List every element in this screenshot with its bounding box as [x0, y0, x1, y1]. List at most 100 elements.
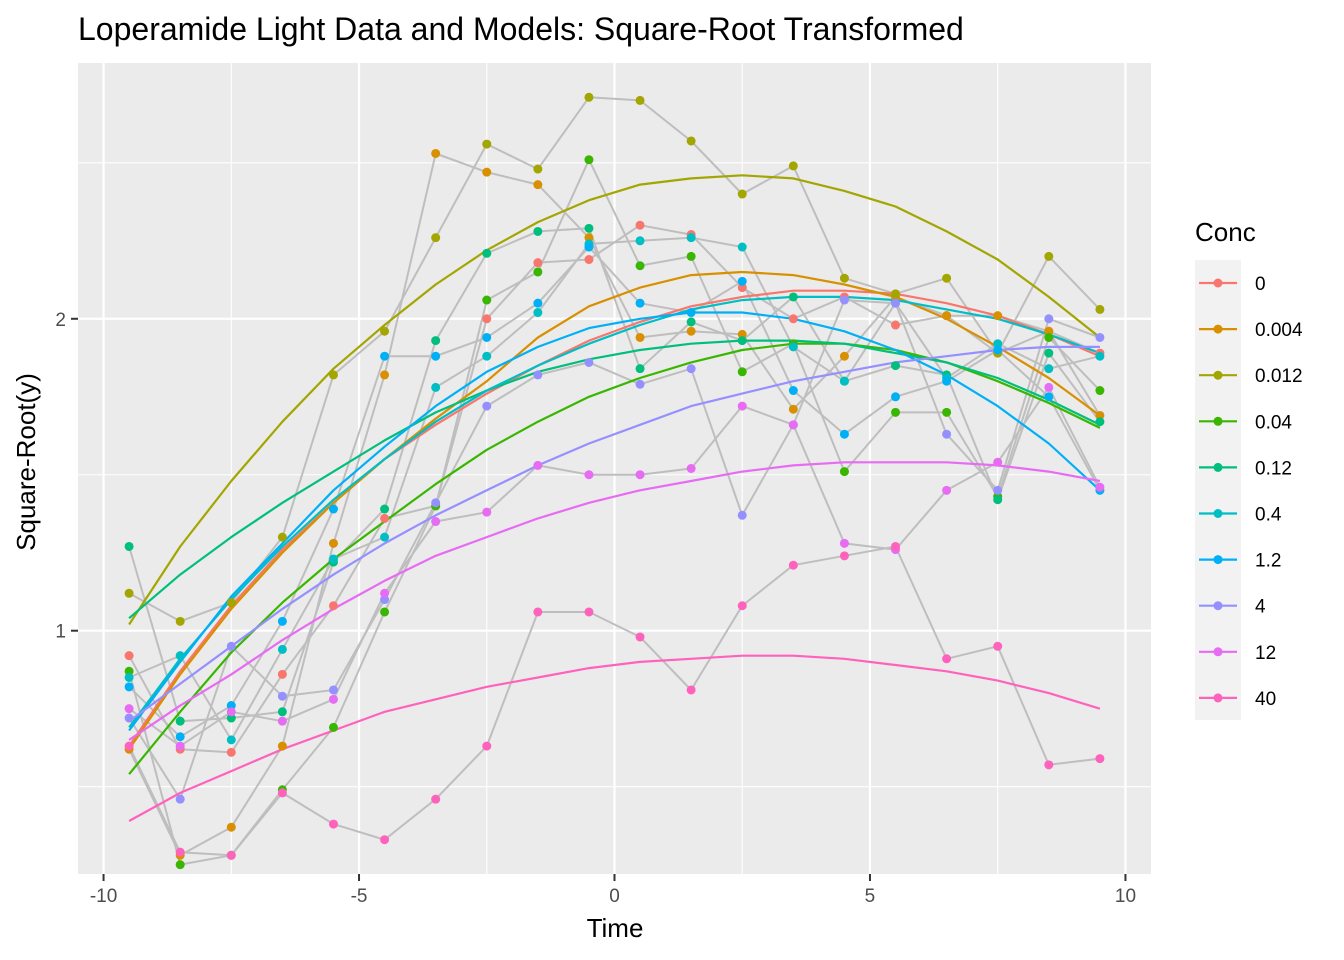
data-point-12	[788, 420, 798, 430]
data-point-0.12	[124, 541, 134, 551]
data-point-40	[124, 741, 134, 751]
data-point-0.004	[431, 148, 441, 158]
data-point-0.04	[584, 155, 594, 165]
raw-line-0.004	[128, 152, 1101, 857]
data-point-12	[1044, 382, 1054, 392]
data-point-0.04	[737, 367, 747, 377]
data-point-0	[635, 220, 645, 230]
data-point-0.012	[328, 370, 338, 380]
data-point-0.12	[788, 292, 798, 302]
data-point-0.4	[1044, 364, 1054, 374]
data-point-0.012	[175, 616, 185, 626]
legend-label-0.012: 0.012	[1255, 366, 1303, 387]
x-tick-label: -5	[351, 886, 368, 907]
data-point-0	[482, 314, 492, 324]
data-point-40	[1095, 754, 1105, 764]
model-line-0	[128, 289, 1101, 747]
data-point-0.4	[175, 651, 185, 661]
data-point-0	[380, 513, 390, 523]
model-line-0.12	[128, 339, 1101, 620]
data-point-12	[942, 485, 952, 495]
data-point-12	[175, 741, 185, 751]
data-point-0.4	[226, 735, 236, 745]
data-point-0.12	[686, 317, 696, 327]
data-point-0.004	[226, 822, 236, 832]
data-point-0	[737, 283, 747, 293]
data-point-0.012	[431, 233, 441, 243]
data-point-0.4	[686, 233, 696, 243]
data-point-0.4	[635, 236, 645, 246]
data-point-0.04	[1095, 386, 1105, 396]
legend-label-40: 40	[1255, 689, 1276, 710]
data-point-1.2	[277, 616, 287, 626]
data-point-40	[993, 641, 1003, 651]
data-point-0.004	[788, 404, 798, 414]
data-point-40	[942, 654, 952, 664]
data-point-0.04	[124, 666, 134, 676]
data-point-4	[380, 595, 390, 605]
x-tick-label: 0	[609, 886, 620, 907]
data-point-12	[380, 588, 390, 598]
data-point-0.04	[328, 722, 338, 732]
data-point-1.2	[482, 332, 492, 342]
legend-key-point-0.12	[1213, 462, 1223, 472]
data-point-0.004	[1044, 326, 1054, 336]
data-point-1.2	[635, 298, 645, 308]
data-point-12	[839, 538, 849, 548]
data-point-40	[533, 607, 543, 617]
raw-line-0.012	[128, 96, 1101, 623]
data-point-0.012	[891, 289, 901, 299]
data-point-0.4	[993, 339, 1003, 349]
data-point-0.4	[482, 351, 492, 361]
data-point-1.2	[380, 351, 390, 361]
data-point-0.012	[1044, 251, 1054, 261]
data-point-0.004	[277, 741, 287, 751]
model-line-4	[128, 345, 1100, 723]
data-point-1.2	[686, 308, 696, 318]
data-point-0.004	[737, 329, 747, 339]
data-point-0.12	[993, 495, 1003, 505]
model-curves	[128, 174, 1101, 822]
legend-label-0.12: 0.12	[1255, 458, 1292, 479]
legend-key-point-12	[1213, 647, 1223, 657]
data-point-0.04	[635, 261, 645, 271]
data-point-0.4	[380, 532, 390, 542]
data-point-0.04	[1044, 332, 1054, 342]
data-point-0	[788, 314, 798, 324]
data-point-12	[533, 460, 543, 470]
data-point-0.012	[584, 92, 594, 102]
data-point-40	[431, 794, 441, 804]
data-point-0.004	[993, 311, 1003, 321]
data-point-0.04	[686, 251, 696, 261]
data-point-40	[788, 560, 798, 570]
legend-label-0.004: 0.004	[1255, 320, 1303, 341]
data-point-0.012	[686, 136, 696, 146]
data-point-1.2	[788, 386, 798, 396]
data-point-0.12	[431, 336, 441, 346]
data-point-0.12	[737, 336, 747, 346]
data-point-0.12	[1044, 348, 1054, 358]
data-point-0.4	[124, 672, 134, 682]
data-point-0.004	[942, 311, 952, 321]
data-point-40	[1044, 760, 1054, 770]
data-point-0.04	[380, 607, 390, 617]
legend-key-point-0.04	[1213, 416, 1223, 426]
raw-line-12	[128, 386, 1101, 748]
data-point-0.4	[431, 382, 441, 392]
model-line-12	[128, 461, 1101, 741]
raw-line-0.12	[128, 227, 1101, 723]
data-point-0	[277, 669, 287, 679]
data-point-12	[737, 401, 747, 411]
data-point-12	[993, 457, 1003, 467]
raw-line-40	[128, 545, 1101, 857]
data-point-4	[584, 357, 594, 367]
data-point-4	[124, 713, 134, 723]
data-point-0.012	[277, 532, 287, 542]
data-point-0.004	[482, 167, 492, 177]
data-point-1.2	[226, 701, 236, 711]
data-point-40	[226, 850, 236, 860]
data-point-0.012	[380, 326, 390, 336]
data-point-1.2	[1044, 392, 1054, 402]
legend-key-point-0.004	[1213, 324, 1223, 334]
